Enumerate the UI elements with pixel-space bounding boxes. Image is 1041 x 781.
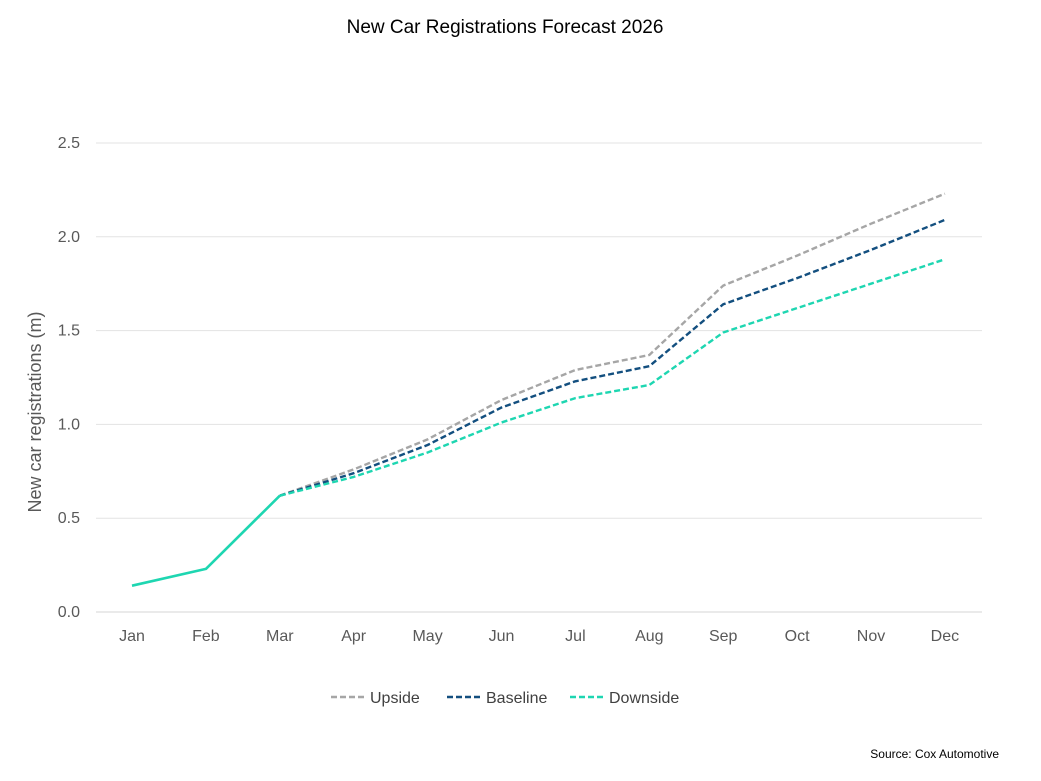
series-line-downside: [279, 258, 946, 497]
y-axis-ticks: 0.0 0.5 1.0 1.5 2.0 2.5: [58, 135, 80, 621]
legend: Upside Baseline Downside: [331, 690, 679, 707]
legend-label: Downside: [609, 690, 679, 707]
x-tick-label: Mar: [266, 628, 294, 645]
legend-label: Baseline: [486, 690, 547, 707]
x-tick-label: Nov: [857, 628, 885, 645]
x-tick-label: Sep: [709, 628, 738, 645]
x-tick-label: Jan: [119, 628, 145, 645]
legend-item-baseline: Baseline: [447, 690, 547, 707]
x-tick-label: Jun: [489, 628, 515, 645]
x-tick-label: Jul: [565, 628, 585, 645]
y-tick-label: 1.5: [58, 323, 80, 340]
y-axis-label: New car registrations (m): [25, 311, 45, 512]
x-tick-label: Dec: [931, 628, 959, 645]
series-line-upside: [279, 192, 946, 497]
series-lines: [131, 192, 946, 587]
chart-title: New Car Registrations Forecast 2026: [347, 17, 664, 38]
x-axis-ticks: Jan Feb Mar Apr May Jun Jul Aug Sep Oct Nov Dec: [119, 628, 959, 645]
y-tick-label: 1.0: [58, 416, 80, 433]
y-tick-label: 2.0: [58, 229, 80, 246]
legend-item-upside: Upside: [331, 690, 420, 707]
y-tick-label: 0.0: [58, 604, 80, 621]
x-tick-label: Aug: [635, 628, 663, 645]
gridlines: [96, 142, 982, 613]
x-tick-label: Oct: [785, 628, 810, 645]
series-line-baseline: [279, 218, 946, 497]
x-tick-label: Feb: [192, 628, 220, 645]
x-tick-label: May: [412, 628, 442, 645]
x-tick-label: Apr: [341, 628, 367, 645]
legend-item-downside: Downside: [570, 690, 679, 707]
y-tick-label: 0.5: [58, 510, 80, 527]
series-line-actual: [131, 494, 281, 587]
y-tick-label: 2.5: [58, 135, 80, 152]
legend-label: Upside: [370, 690, 420, 707]
source-note: Source: Cox Automotive: [870, 747, 999, 761]
